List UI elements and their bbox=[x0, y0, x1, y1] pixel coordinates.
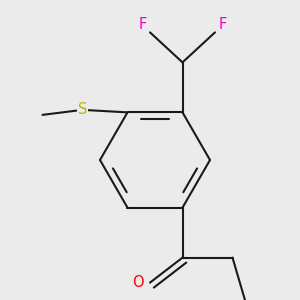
Text: F: F bbox=[218, 17, 226, 32]
Text: F: F bbox=[138, 17, 147, 32]
Text: O: O bbox=[132, 275, 143, 290]
Text: S: S bbox=[78, 102, 87, 117]
